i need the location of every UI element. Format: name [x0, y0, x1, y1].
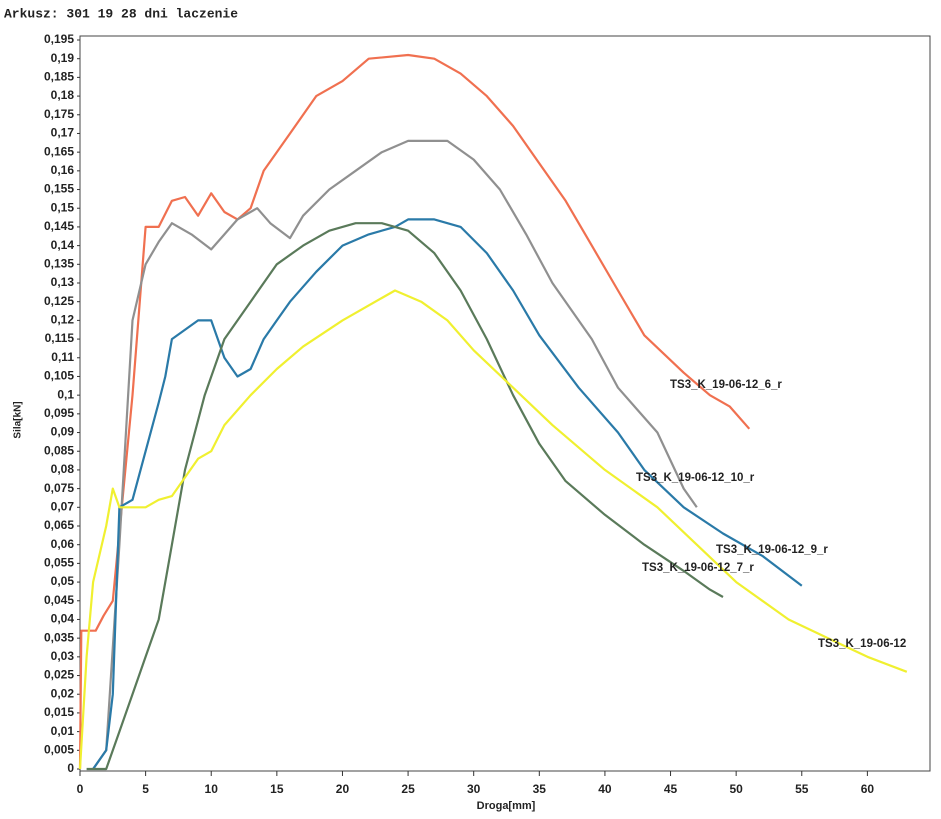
chart-title: Arkusz: 301 19 28 dni laczenie [4, 6, 238, 21]
x-tick-label: 20 [336, 782, 350, 796]
y-axis-title: Sila[kN] [13, 401, 24, 438]
series-line [86, 222, 724, 771]
x-tick-label: 10 [205, 782, 219, 796]
y-tick-label: 0,125 [44, 294, 74, 308]
y-tick-label: 0,15 [51, 200, 75, 214]
series-label: TS3_K_19-06-12_7_r [642, 562, 754, 574]
series-line [78, 53, 751, 770]
y-tick-label: 0,185 [44, 70, 74, 84]
y-tick-label: 0,01 [51, 724, 75, 738]
y-tick-label: 0,175 [44, 107, 74, 121]
y-tick-label: 0,055 [44, 556, 74, 570]
y-tick-label: 0,005 [44, 742, 74, 756]
series-label: TS3_K_19-06-12_6_r [670, 379, 782, 391]
x-axis-title: Droga[mm] [477, 800, 536, 812]
y-tick-label: 0 [67, 761, 74, 775]
y-tick-label: 0,145 [44, 219, 74, 233]
y-tick-label: 0,09 [51, 425, 75, 439]
x-tick-label: 0 [77, 782, 84, 796]
y-tick-label: 0,12 [51, 313, 75, 327]
y-tick-label: 0,04 [51, 612, 75, 626]
y-tick-label: 0,075 [44, 481, 74, 495]
y-tick-label: 0,025 [44, 668, 74, 682]
y-tick-label: 0,165 [44, 144, 74, 158]
y-tick-label: 0,045 [44, 593, 74, 607]
plot-frame [79, 35, 931, 772]
series-label: TS3_K_19-06-12_10_r [636, 472, 755, 484]
series-label: TS3_K_19-06-12_9_r [716, 544, 828, 556]
y-tick-label: 0,18 [51, 88, 75, 102]
x-tick-label: 15 [270, 782, 284, 796]
y-tick-label: 0,155 [44, 182, 74, 196]
x-tick-label: 55 [795, 782, 809, 796]
y-tick-label: 0,015 [44, 705, 74, 719]
y-tick-label: 0,16 [51, 163, 75, 177]
x-tick-label: 30 [467, 782, 481, 796]
y-tick-label: 0,11 [51, 350, 74, 364]
y-tick-label: 0,035 [44, 630, 74, 644]
series-line [92, 218, 803, 770]
x-tick-label: 35 [533, 782, 547, 796]
y-tick-label: 0,03 [51, 649, 75, 663]
series-line [78, 289, 908, 770]
y-tick-label: 0,06 [51, 537, 75, 551]
y-tick-label: 0,065 [44, 518, 74, 532]
y-tick-label: 0,08 [51, 462, 75, 476]
y-tick-label: 0,1 [57, 387, 74, 401]
x-tick-label: 60 [861, 782, 875, 796]
y-tick-label: 0,14 [51, 238, 75, 252]
series-label: TS3_K_19-06-12 [818, 638, 906, 650]
x-tick-label: 5 [142, 782, 149, 796]
y-tick-label: 0,05 [51, 574, 75, 588]
y-tick-label: 0,19 [51, 51, 75, 65]
x-tick-label: 40 [598, 782, 612, 796]
y-tick-label: 0,02 [51, 686, 75, 700]
y-tick-label: 0,13 [51, 275, 75, 289]
y-tick-label: 0,115 [45, 331, 75, 345]
series-line [92, 139, 698, 770]
y-tick-label: 0,07 [51, 499, 75, 513]
y-tick-label: 0,135 [44, 256, 74, 270]
y-tick-label: 0,085 [44, 443, 74, 457]
y-tick-label: 0,195 [44, 32, 74, 46]
y-tick-label: 0,17 [51, 126, 75, 140]
y-tick-label: 0,095 [44, 406, 74, 420]
y-tick-label: 0,105 [44, 369, 74, 383]
x-tick-label: 50 [729, 782, 743, 796]
x-tick-label: 45 [664, 782, 678, 796]
x-tick-label: 25 [401, 782, 415, 796]
